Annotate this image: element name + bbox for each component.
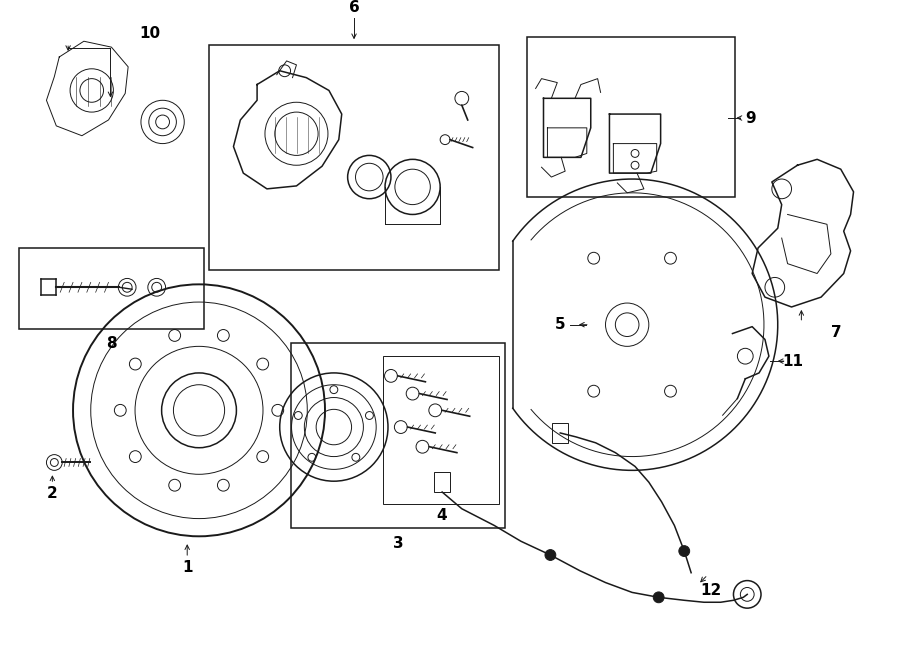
Bar [526,37,735,197]
Bar [291,344,505,528]
Text: 12: 12 [700,583,722,598]
Text: 2: 2 [47,487,58,502]
Circle shape [653,592,664,602]
Circle shape [545,549,556,561]
Bar [553,423,568,443]
Text: 7: 7 [832,325,842,340]
Text: 8: 8 [106,336,117,351]
Bar [383,356,500,504]
Text: 9: 9 [745,111,755,126]
Text: 10: 10 [140,26,160,41]
Bar [209,45,500,269]
Circle shape [679,545,689,557]
Text: 5: 5 [555,317,565,332]
Text: 11: 11 [782,354,803,369]
Bar [19,248,204,328]
Text: 1: 1 [182,560,193,575]
Text: 4: 4 [436,508,446,523]
Bar [435,472,450,492]
Text: 6: 6 [348,0,359,15]
Text: 3: 3 [392,536,403,551]
